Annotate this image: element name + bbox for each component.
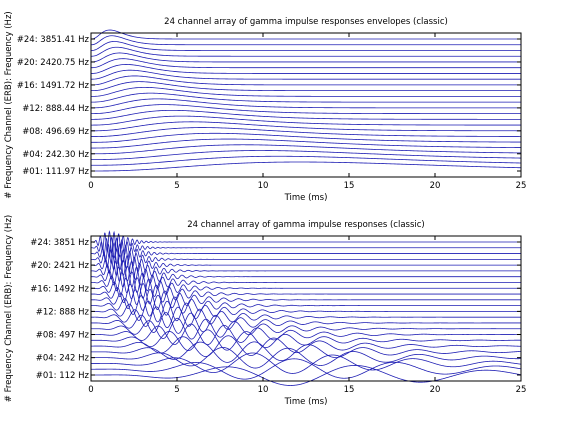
channel-trace-07: [91, 329, 522, 351]
channel-trace-24: [90, 29, 521, 40]
x-tick-label: 25: [516, 181, 527, 191]
channel-trace-18: [90, 64, 521, 74]
x-tick-label: 25: [516, 385, 527, 395]
y-tick-label: #20: 2420.75 Hz: [17, 58, 90, 68]
channel-trace-04: [91, 347, 522, 369]
channel-trace-19: [91, 259, 521, 282]
y-tick-label: #01: 111.97 Hz: [22, 167, 89, 177]
y-tick-label: #20: 2421 Hz: [30, 261, 89, 271]
y-tick-label: #12: 888.44 Hz: [22, 104, 89, 114]
x-axis-label: Time (ms): [284, 193, 328, 203]
y-tick-label: #04: 242.30 Hz: [22, 150, 89, 160]
channel-trace-17: [91, 271, 521, 294]
channel-trace-23: [91, 236, 521, 260]
channel-trace-20: [90, 52, 521, 63]
axes-box: [90, 235, 522, 382]
x-tick-label: 10: [258, 385, 269, 395]
y-axis-label: # Frequency Channel (ERB): Frequency (Hz…: [4, 11, 14, 198]
channel-trace-22: [90, 242, 521, 265]
channel-trace-06: [91, 132, 521, 143]
y-tick-label: #24: 3851 Hz: [30, 238, 89, 248]
channel-trace-08: [91, 323, 521, 346]
trace-group: [90, 29, 522, 172]
channel-trace-22: [90, 41, 521, 51]
channel-trace-08: [91, 121, 521, 132]
y-axis-label: # Frequency Channel (ERB): Frequency (Hz…: [4, 215, 14, 402]
impulse-response-panel: 24 channel array of gamma impulse respon…: [4, 215, 526, 407]
channel-trace-10: [91, 109, 521, 120]
y-tick-label: #04: 242 Hz: [36, 354, 90, 364]
channel-trace-17: [91, 69, 521, 80]
channel-trace-03: [91, 150, 522, 160]
channel-trace-01: [91, 161, 522, 172]
channel-trace-06: [91, 335, 522, 357]
channel-trace-03: [91, 352, 522, 374]
channel-trace-15: [91, 283, 521, 305]
channel-trace-02: [91, 155, 522, 166]
y-tick-label: #08: 497 Hz: [36, 331, 90, 341]
y-tick-label: #08: 496.69 Hz: [22, 127, 89, 137]
channel-trace-12: [91, 98, 521, 109]
channel-trace-04: [91, 144, 522, 155]
channel-trace-16: [91, 277, 521, 300]
channel-trace-14: [91, 86, 521, 97]
channel-trace-02: [91, 358, 522, 380]
y-tick-label: #16: 1492 Hz: [30, 284, 89, 294]
channel-trace-20: [91, 253, 521, 277]
channel-trace-21: [91, 247, 521, 271]
channel-trace-18: [91, 265, 521, 288]
channel-trace-19: [90, 58, 521, 69]
channel-trace-15: [91, 81, 521, 92]
channel-trace-07: [90, 127, 521, 137]
x-tick-label: 10: [258, 181, 269, 191]
x-tick-label: 5: [174, 385, 179, 395]
channel-trace-10: [91, 312, 521, 334]
envelope-panel: 24 channel array of gamma impulse respon…: [4, 11, 526, 203]
channel-trace-11: [91, 306, 521, 329]
x-axis-label: Time (ms): [284, 397, 328, 407]
channel-trace-14: [91, 289, 521, 311]
channel-trace-24: [91, 230, 521, 254]
x-tick-label: 15: [344, 181, 355, 191]
x-tick-label: 0: [88, 385, 93, 395]
y-tick-label: #01: 112 Hz: [36, 371, 90, 381]
x-tick-label: 15: [344, 385, 355, 395]
chart-title: 24 channel array of gamma impulse respon…: [187, 220, 424, 230]
channel-trace-16: [91, 75, 521, 86]
y-tick-label: #24: 3851.41 Hz: [17, 35, 90, 45]
channel-trace-23: [90, 35, 521, 46]
channel-trace-09: [91, 115, 521, 126]
channel-trace-11: [91, 104, 521, 115]
channel-trace-13: [91, 294, 521, 317]
channel-trace-01: [91, 365, 522, 386]
x-tick-label: 5: [174, 181, 179, 191]
channel-trace-13: [91, 92, 521, 103]
chart-title: 24 channel array of gamma impulse respon…: [164, 17, 448, 27]
y-tick-label: #16: 1491.72 Hz: [17, 81, 90, 91]
x-tick-label: 0: [88, 181, 93, 191]
y-tick-label: #12: 888 Hz: [36, 307, 90, 317]
x-tick-label: 20: [430, 385, 441, 395]
channel-trace-12: [91, 300, 521, 323]
axes-box: [90, 32, 522, 178]
channel-trace-09: [91, 317, 521, 340]
channel-trace-21: [90, 46, 521, 57]
trace-group: [90, 230, 522, 386]
x-tick-label: 20: [430, 181, 441, 191]
channel-trace-05: [91, 138, 522, 149]
